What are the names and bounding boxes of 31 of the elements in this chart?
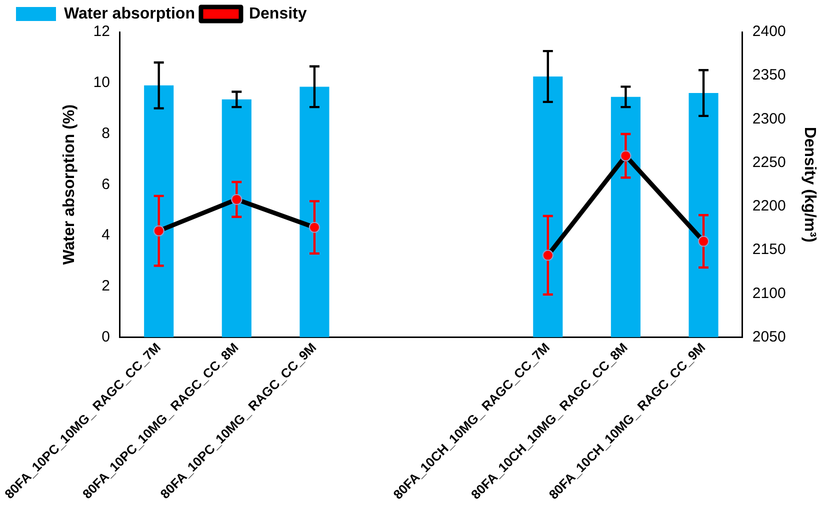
- y2-tick-label: 2150: [752, 241, 786, 258]
- y-tick-label: 0: [102, 328, 110, 346]
- bar: [610, 96, 640, 338]
- y-tick-label: 10: [93, 74, 110, 92]
- point: [620, 150, 632, 162]
- y-tick-label: 4: [102, 226, 110, 244]
- y2-tick-label: 2200: [752, 198, 786, 215]
- point: [153, 225, 164, 236]
- y-tick-label: 8: [102, 124, 110, 142]
- y2-tick-label: 2050: [752, 328, 786, 346]
- point: [698, 236, 710, 247]
- y-tick-label: 2: [102, 278, 110, 295]
- bar: [300, 86, 330, 338]
- y2-tick-label: 2350: [752, 66, 786, 84]
- point: [542, 250, 554, 261]
- point: [308, 222, 320, 233]
- bar: [222, 99, 252, 338]
- y2-tick-label: 2400: [752, 23, 786, 40]
- legend-label: Water absorption: [64, 5, 195, 22]
- y-tick-label: 6: [102, 176, 110, 193]
- point: [231, 194, 242, 205]
- y2-tick-label: 2300: [752, 110, 786, 128]
- bar: [688, 93, 718, 338]
- bar: [533, 76, 563, 338]
- bar: [144, 85, 174, 338]
- y-tick-label: 12: [93, 23, 110, 40]
- y2-axis-title: Density (kg/m³): [800, 126, 818, 242]
- y2-tick-label: 2100: [752, 284, 786, 302]
- y-axis-title: Water absorption (%): [61, 104, 78, 265]
- y2-tick-label: 2250: [752, 154, 786, 171]
- legend-label: Density: [248, 5, 307, 22]
